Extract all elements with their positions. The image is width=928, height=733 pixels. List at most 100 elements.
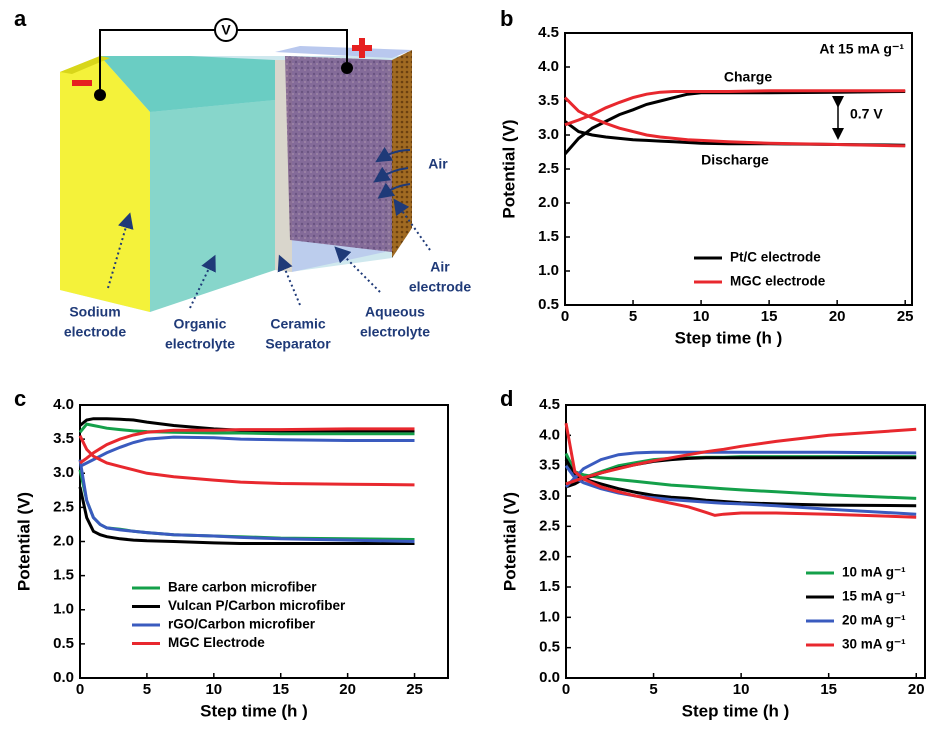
diagram-label: Air xyxy=(430,259,450,275)
y-tick-label: 3.5 xyxy=(53,430,74,447)
discharge-line xyxy=(78,435,415,487)
diagram-label: electrolyte xyxy=(360,324,430,340)
legend-label: Vulcan P/Carbon microfiber xyxy=(168,598,346,613)
x-tick-label: 25 xyxy=(897,308,914,325)
discharge-line xyxy=(78,459,415,543)
y-tick-label: 3.0 xyxy=(539,487,560,504)
x-tick-label: 25 xyxy=(406,681,423,698)
x-tick-label: 15 xyxy=(820,681,837,698)
x-axis-label: Step time (h ) xyxy=(682,701,790,720)
y-axis-label: Potential (V) xyxy=(499,119,518,218)
charge-line xyxy=(78,422,415,436)
diagram-label: Aqueous xyxy=(365,304,425,320)
discharge-line xyxy=(563,96,906,148)
diagram-label: electrode xyxy=(64,324,126,340)
x-tick-label: 20 xyxy=(339,681,356,698)
x-tick-label: 10 xyxy=(205,681,222,698)
charge-line xyxy=(79,427,415,465)
annotation: At 15 mA g⁻¹ xyxy=(819,41,904,57)
y-tick-label: 4.0 xyxy=(53,396,74,413)
y-tick-label: 2.5 xyxy=(539,517,560,534)
y-tick-label: 2.0 xyxy=(53,532,74,549)
y-tick-label: 3.5 xyxy=(538,92,559,109)
annotation: Charge xyxy=(724,69,772,85)
charge-line xyxy=(563,90,906,155)
sodium-electrode xyxy=(60,56,150,312)
x-tick-label: 20 xyxy=(829,308,846,325)
annotation: Discharge xyxy=(701,152,769,168)
chart: c 0.0 0.5 1.0 1.5 2.0 2.5 3.0 3.5 4.0 0 5 10 15 20 25 St… xyxy=(14,386,449,720)
y-tick-label: 1.5 xyxy=(538,228,559,245)
y-tick-label: 2.5 xyxy=(53,498,74,515)
terminal xyxy=(341,62,353,74)
x-tick-label: 10 xyxy=(693,308,710,325)
legend-label: rGO/Carbon microfiber xyxy=(168,617,316,632)
voltmeter xyxy=(214,18,238,42)
y-tick-label: 1.0 xyxy=(53,601,74,618)
minus-sign xyxy=(72,80,92,86)
legend-label: 10 mA g⁻¹ xyxy=(842,565,906,580)
annotation: 0.7 V xyxy=(850,106,883,122)
x-tick-label: 0 xyxy=(562,681,570,698)
legend-label: Pt/C electrode xyxy=(730,250,821,265)
legend-label: 15 mA g⁻¹ xyxy=(842,589,906,604)
y-tick-label: 1.5 xyxy=(539,578,560,595)
y-tick-label: 0.5 xyxy=(538,296,559,313)
charge-line xyxy=(564,89,906,127)
aqueous-top xyxy=(275,46,412,58)
discharge-line xyxy=(564,422,917,519)
diagram-label: Separator xyxy=(265,336,331,352)
x-tick-label: 5 xyxy=(629,308,637,325)
x-tick-label: 10 xyxy=(733,681,750,698)
x-axis-label: Step time (h ) xyxy=(200,701,308,720)
charge-line xyxy=(565,456,917,489)
charge-line xyxy=(79,435,415,468)
x-tick-label: 0 xyxy=(76,681,84,698)
diagram-label: Air xyxy=(428,156,448,172)
y-axis-label: Potential (V) xyxy=(14,492,33,591)
terminal xyxy=(94,89,106,101)
x-tick-label: 0 xyxy=(561,308,569,325)
x-tick-label: 15 xyxy=(761,308,778,325)
y-tick-label: 4.0 xyxy=(538,58,559,75)
diagram-label: Sodium xyxy=(69,304,120,320)
legend-label: 20 mA g⁻¹ xyxy=(842,613,906,628)
charge-line xyxy=(564,450,917,488)
plus-sign xyxy=(352,38,372,58)
y-axis-label: Potential (V) xyxy=(500,492,519,591)
y-tick-label: 3.0 xyxy=(538,126,559,143)
y-tick-label: 4.5 xyxy=(538,24,559,41)
sodium-top xyxy=(60,56,110,74)
panel-label: c xyxy=(14,386,26,411)
legend-label: Bare carbon microfiber xyxy=(168,580,317,595)
panel-label: d xyxy=(500,386,513,411)
panel-label: b xyxy=(500,6,513,31)
y-tick-label: 1.5 xyxy=(53,567,74,584)
panel-label: a xyxy=(14,6,27,31)
chart: d 0.0 0.5 1.0 1.5 2.0 2.5 3.0 3.5 4.0 4.5 0 5 10 15 20 S… xyxy=(500,386,926,720)
legend-label: MGC Electrode xyxy=(168,635,265,650)
y-tick-label: 2.5 xyxy=(538,160,559,177)
charge-line xyxy=(565,427,917,486)
y-tick-label: 4.0 xyxy=(539,426,560,443)
diagram-label: Organic xyxy=(174,316,227,332)
y-tick-label: 1.0 xyxy=(539,608,560,625)
x-tick-label: 20 xyxy=(908,681,925,698)
voltmeter-label: V xyxy=(221,22,231,38)
y-tick-label: 3.0 xyxy=(53,464,74,481)
y-tick-label: 3.5 xyxy=(539,457,560,474)
y-tick-label: 0.0 xyxy=(539,669,560,686)
y-tick-label: 4.5 xyxy=(539,396,560,413)
diagram-label: Ceramic xyxy=(270,316,325,332)
y-tick-label: 2.0 xyxy=(539,548,560,565)
diagram-label: electrode xyxy=(409,279,471,295)
x-axis-label: Step time (h ) xyxy=(675,328,783,347)
chart: b 0.5 1.0 1.5 2.0 2.5 3.0 3.5 4.0 4.5 0 5 10 15 20 25 St… xyxy=(499,6,913,348)
x-tick-label: 5 xyxy=(649,681,657,698)
y-tick-label: 2.0 xyxy=(538,194,559,211)
y-tick-label: 0.5 xyxy=(539,639,560,656)
legend-label: MGC electrode xyxy=(730,274,826,289)
y-tick-label: 0.5 xyxy=(53,635,74,652)
discharge-line xyxy=(564,464,917,516)
